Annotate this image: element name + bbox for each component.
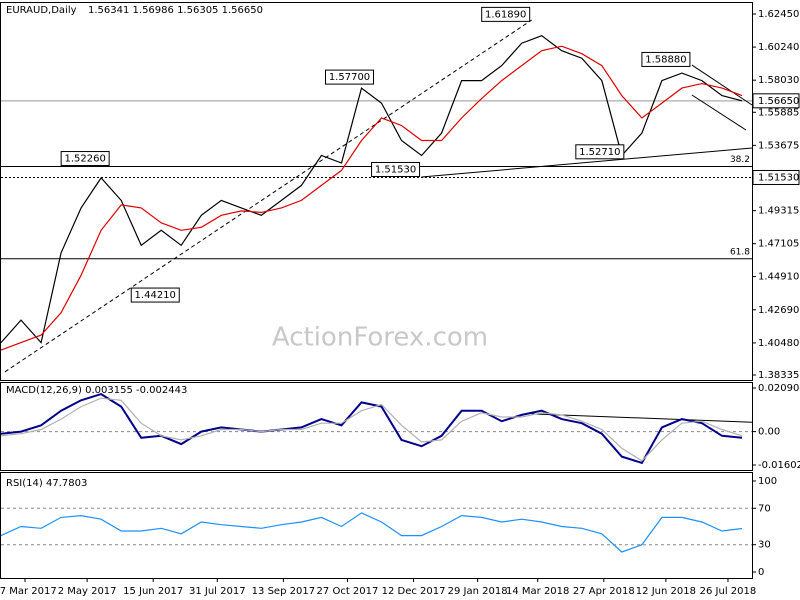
y-tick-label: 1.55885 <box>758 107 799 118</box>
price-box-label: 1.51530 <box>758 172 799 183</box>
callout-label: 1.58880 <box>645 54 686 65</box>
y-tick-label: -0.016023 <box>758 460 800 471</box>
callout-label: 1.52710 <box>579 147 620 158</box>
callout-label: 1.51530 <box>375 164 416 175</box>
y-tick-label: 70 <box>758 503 771 514</box>
x-tick-label: 15 Jun 2017 <box>123 586 183 597</box>
rsi-title: RSI(14) 47.7803 <box>6 478 87 489</box>
y-tick-label: 0 <box>758 567 764 578</box>
y-tick-label: 0.020904 <box>758 383 800 394</box>
trend-line <box>421 147 753 178</box>
y-tick-label: 100 <box>758 476 777 487</box>
trend-line <box>4 19 532 373</box>
callout-box <box>481 6 531 22</box>
y-tick-label: 0.00 <box>758 427 780 438</box>
callout-box <box>324 69 374 85</box>
main-panel <box>0 2 753 381</box>
price-box-label: 1.56650 <box>758 96 799 107</box>
x-tick-label: 27 Apr 2018 <box>573 586 635 597</box>
series-line <box>0 393 743 465</box>
x-tick-label: 2 May 2017 <box>58 586 117 597</box>
callout-label: 1.44210 <box>135 290 176 301</box>
x-tick-label: 12 Jun 2018 <box>636 586 696 597</box>
y-tick-label: 1.60240 <box>758 42 799 53</box>
callout-box <box>60 151 110 167</box>
x-tick-label: 13 Sep 2017 <box>252 586 315 597</box>
trend-line <box>691 64 753 106</box>
trend-line <box>531 413 753 423</box>
trend-line <box>691 94 747 131</box>
price-box <box>752 93 800 109</box>
y-tick-label: 1.44910 <box>758 272 799 283</box>
callout-box <box>575 144 625 160</box>
y-tick-label: 1.62450 <box>758 9 799 20</box>
level-label: 38.2 <box>730 155 750 165</box>
x-tick-label: 14 Mar 2018 <box>506 586 569 597</box>
x-tick-label: 12 Dec 2017 <box>382 586 446 597</box>
level-label: 61.8 <box>730 247 750 257</box>
series-line <box>0 35 743 344</box>
y-tick-label: 1.47105 <box>758 239 799 250</box>
x-tick-label: 29 Jan 2018 <box>448 586 508 597</box>
price-box <box>752 169 800 185</box>
callout-box <box>130 287 180 303</box>
x-tick-label: 17 Mar 2017 <box>0 586 57 597</box>
series-line <box>0 512 743 553</box>
series-line <box>0 45 743 351</box>
y-tick-label: 1.38335 <box>758 370 799 381</box>
series-line <box>0 397 743 462</box>
callout-label: 1.61890 <box>485 9 526 20</box>
callout-box <box>371 161 421 177</box>
y-tick-label: 1.53675 <box>758 140 799 151</box>
y-tick-label: 1.49315 <box>758 206 799 217</box>
watermark: ActionForex.com <box>272 323 488 353</box>
x-tick-label: 26 Jul 2018 <box>700 586 757 597</box>
y-tick-label: 30 <box>758 540 771 551</box>
macd-panel <box>0 382 753 471</box>
rsi-panel <box>0 472 753 579</box>
chart-subtitle: 1.56341 1.56986 1.56305 1.56650 <box>88 5 263 16</box>
callout-box <box>641 51 691 67</box>
x-tick-label: 27 Oct 2017 <box>317 586 379 597</box>
chart-title: EURAUD,Daily <box>6 5 77 16</box>
callout-label: 1.52260 <box>64 154 105 165</box>
y-tick-label: 1.58030 <box>758 75 799 86</box>
callout-label: 1.57700 <box>329 72 370 83</box>
x-tick-label: 31 Jul 2017 <box>189 586 246 597</box>
y-tick-label: 1.42690 <box>758 305 799 316</box>
y-tick-label: 1.40480 <box>758 338 799 349</box>
macd-title: MACD(12,26,9) 0.003155 -0.002443 <box>6 385 187 396</box>
